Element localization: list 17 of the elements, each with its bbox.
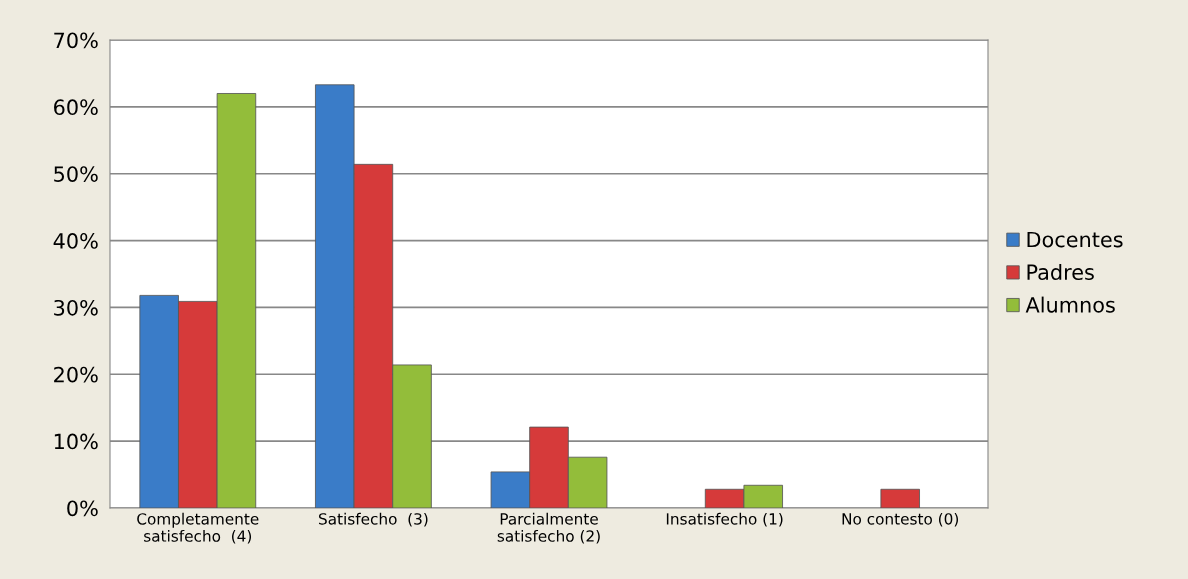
y-tick-label: 0% (67, 500, 98, 517)
legend-label: Padres (1027, 263, 1094, 281)
x-tick-label: Satisfecho (3) (319, 512, 428, 527)
y-tick-label: 50% (54, 166, 98, 182)
y-tick-label: 10% (54, 433, 98, 450)
y-tick-label: 70% (54, 32, 98, 49)
x-tick-label: Completamente satisfecho (4) (137, 512, 259, 544)
bar (880, 488, 920, 508)
y-tick-label: 30% (54, 299, 98, 316)
x-tick-label: No contesto (0) (842, 512, 959, 527)
x-tick-label: Parcialmente satisfecho (2) (497, 512, 600, 544)
y-tick-label: 60% (54, 99, 98, 116)
y-tick-label: 20% (54, 366, 98, 383)
y-tick-label: 40% (53, 233, 98, 249)
legend-label: Docentes (1027, 231, 1123, 248)
legend-label: Alumnos (1025, 296, 1115, 313)
x-tick-label: Insatisfecho (1) (666, 512, 783, 527)
